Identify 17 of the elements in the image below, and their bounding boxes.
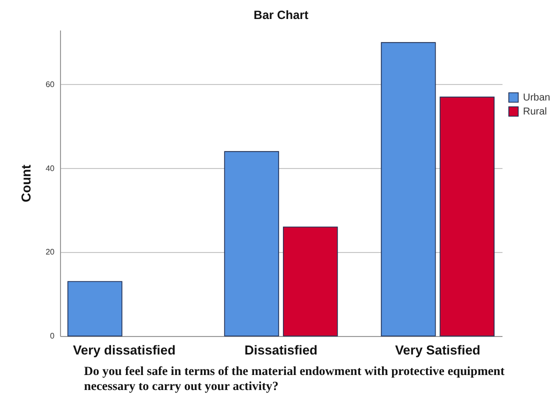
- bar: [224, 151, 280, 336]
- y-axis-title: Count: [18, 164, 34, 202]
- bar: [380, 42, 436, 336]
- y-tick-label: 60: [46, 80, 56, 89]
- x-tick-label: Very dissatisfied: [72, 342, 176, 358]
- x-axis-title: Do you feel safe in terms of the material endowment with protective equipment necessary to carry out your activity?: [84, 364, 506, 394]
- bar: [440, 96, 495, 336]
- y-tick-label: 20: [46, 248, 56, 257]
- legend-label: Rural: [523, 106, 547, 118]
- chart-title: Bar Chart: [254, 8, 308, 22]
- bar: [67, 281, 122, 336]
- legend-label: Urban: [523, 92, 550, 104]
- x-tick-label: Dissatisfied: [244, 342, 318, 358]
- y-tick-label: 40: [46, 164, 56, 173]
- y-tick-label: 0: [50, 332, 56, 340]
- x-tick-label: Very Satisfied: [395, 342, 480, 358]
- bar: [282, 226, 338, 336]
